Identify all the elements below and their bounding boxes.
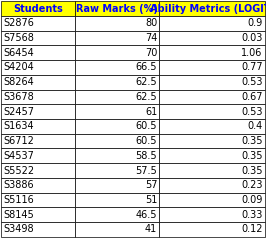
- Bar: [75, 134, 159, 149]
- Text: 0.35: 0.35: [241, 136, 263, 146]
- Bar: [1, 207, 75, 222]
- Bar: [1, 104, 75, 119]
- Bar: [159, 75, 265, 89]
- Text: 80: 80: [145, 18, 157, 28]
- Text: 0.53: 0.53: [241, 107, 263, 117]
- Bar: [75, 178, 159, 193]
- Text: Ability Metrics (LOGIT): Ability Metrics (LOGIT): [149, 4, 266, 14]
- Bar: [159, 163, 265, 178]
- Bar: [1, 45, 75, 60]
- Text: S7568: S7568: [3, 33, 34, 43]
- Bar: [159, 149, 265, 163]
- Text: 62.5: 62.5: [136, 92, 157, 102]
- Text: 0.23: 0.23: [241, 180, 263, 190]
- Bar: [159, 134, 265, 149]
- Bar: [1, 178, 75, 193]
- Bar: [159, 207, 265, 222]
- Text: 57: 57: [145, 180, 157, 190]
- Text: 0.33: 0.33: [241, 210, 263, 220]
- Text: S6454: S6454: [3, 48, 34, 58]
- Bar: [1, 1, 75, 16]
- Text: S4537: S4537: [3, 151, 34, 161]
- Bar: [75, 60, 159, 75]
- Bar: [1, 134, 75, 149]
- Bar: [1, 149, 75, 163]
- Bar: [1, 16, 75, 31]
- Text: 51: 51: [145, 195, 157, 205]
- Bar: [75, 75, 159, 89]
- Bar: [75, 163, 159, 178]
- Bar: [75, 193, 159, 207]
- Bar: [75, 89, 159, 104]
- Text: 0.03: 0.03: [241, 33, 263, 43]
- Bar: [75, 1, 159, 16]
- Bar: [1, 193, 75, 207]
- Text: S3886: S3886: [3, 180, 34, 190]
- Text: 70: 70: [145, 48, 157, 58]
- Bar: [75, 16, 159, 31]
- Bar: [1, 89, 75, 104]
- Text: S8145: S8145: [3, 210, 34, 220]
- Text: S3678: S3678: [3, 92, 34, 102]
- Text: 57.5: 57.5: [135, 166, 157, 176]
- Text: S3498: S3498: [3, 224, 34, 234]
- Bar: [75, 104, 159, 119]
- Text: S8264: S8264: [3, 77, 34, 87]
- Text: 66.5: 66.5: [136, 62, 157, 72]
- Bar: [159, 178, 265, 193]
- Bar: [1, 119, 75, 134]
- Text: Raw Marks (%): Raw Marks (%): [76, 4, 158, 14]
- Bar: [159, 119, 265, 134]
- Text: S5522: S5522: [3, 166, 35, 176]
- Bar: [1, 163, 75, 178]
- Bar: [159, 60, 265, 75]
- Text: 41: 41: [145, 224, 157, 234]
- Text: S5116: S5116: [3, 195, 34, 205]
- Text: 0.67: 0.67: [241, 92, 263, 102]
- Bar: [159, 31, 265, 45]
- Bar: [75, 45, 159, 60]
- Text: 0.35: 0.35: [241, 166, 263, 176]
- Text: 58.5: 58.5: [136, 151, 157, 161]
- Bar: [159, 104, 265, 119]
- Bar: [75, 222, 159, 237]
- Text: S1634: S1634: [3, 121, 34, 131]
- Text: S2876: S2876: [3, 18, 34, 28]
- Bar: [1, 222, 75, 237]
- Text: 62.5: 62.5: [136, 77, 157, 87]
- Text: 1.06: 1.06: [241, 48, 263, 58]
- Bar: [159, 193, 265, 207]
- Text: 46.5: 46.5: [136, 210, 157, 220]
- Text: S4204: S4204: [3, 62, 34, 72]
- Text: 61: 61: [145, 107, 157, 117]
- Bar: [75, 149, 159, 163]
- Text: S6712: S6712: [3, 136, 34, 146]
- Bar: [75, 31, 159, 45]
- Text: 74: 74: [145, 33, 157, 43]
- Text: Students: Students: [13, 4, 63, 14]
- Bar: [1, 75, 75, 89]
- Bar: [75, 119, 159, 134]
- Text: 0.35: 0.35: [241, 151, 263, 161]
- Bar: [1, 31, 75, 45]
- Text: 60.5: 60.5: [136, 136, 157, 146]
- Bar: [75, 207, 159, 222]
- Bar: [159, 16, 265, 31]
- Text: 0.12: 0.12: [241, 224, 263, 234]
- Bar: [1, 60, 75, 75]
- Text: 0.77: 0.77: [241, 62, 263, 72]
- Text: 60.5: 60.5: [136, 121, 157, 131]
- Bar: [159, 89, 265, 104]
- Text: 0.53: 0.53: [241, 77, 263, 87]
- Text: 0.4: 0.4: [247, 121, 263, 131]
- Bar: [159, 222, 265, 237]
- Bar: [159, 45, 265, 60]
- Text: 0.9: 0.9: [247, 18, 263, 28]
- Text: 0.09: 0.09: [241, 195, 263, 205]
- Text: S2457: S2457: [3, 107, 35, 117]
- Bar: [159, 1, 265, 16]
